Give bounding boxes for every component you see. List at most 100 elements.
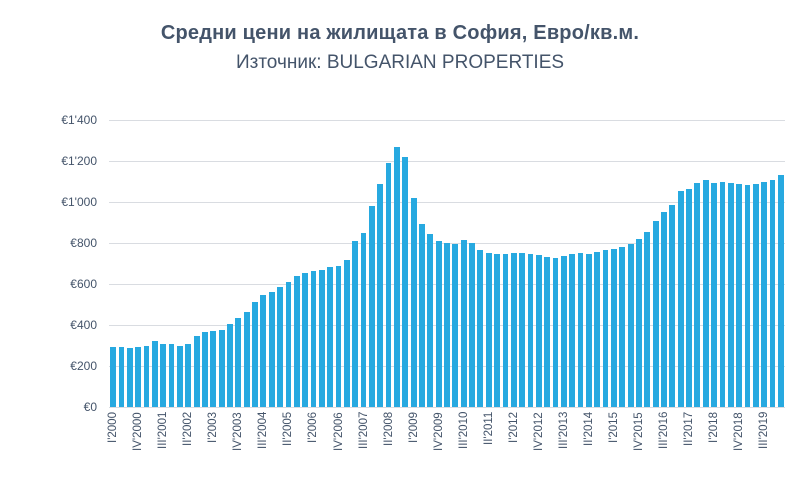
bar — [485, 253, 492, 407]
y-tick-label: €1'000 — [61, 195, 97, 209]
bar — [410, 197, 417, 407]
x-tick-label: II'2011 — [482, 412, 495, 446]
bar — [302, 272, 309, 407]
bar — [419, 223, 425, 407]
bar — [110, 346, 117, 407]
x-tick-label: I'2012 — [507, 412, 520, 443]
x-tick-label: IV'2006 — [332, 412, 345, 451]
bar — [385, 163, 392, 407]
bar — [602, 249, 609, 407]
x-tick-label: II'2002 — [182, 412, 195, 447]
bar — [135, 346, 142, 407]
bar — [661, 212, 667, 407]
bar — [719, 181, 726, 407]
bar — [777, 175, 784, 407]
gridline — [109, 242, 785, 244]
x-tick-label: III'2010 — [457, 412, 470, 450]
bar — [477, 250, 484, 407]
bar — [752, 183, 759, 407]
bar — [644, 231, 651, 407]
bar — [343, 260, 350, 407]
y-tick-label: €1'200 — [61, 154, 97, 168]
bar — [318, 270, 325, 407]
x-tick-label: I'2018 — [708, 412, 721, 443]
bar — [702, 180, 709, 407]
bar — [210, 330, 217, 407]
bar — [327, 267, 334, 407]
bar — [669, 205, 676, 407]
x-tick-label: III'2019 — [758, 412, 771, 450]
gridline — [109, 119, 785, 121]
bar — [636, 238, 642, 407]
bar — [569, 254, 576, 407]
bar — [377, 183, 384, 407]
chart-subtitle: Източник: BULGARIAN PROPERTIES — [235, 52, 565, 73]
x-tick-label: IV'2003 — [232, 412, 245, 451]
y-tick-label: €600 — [70, 277, 97, 291]
bar — [252, 301, 258, 407]
bar — [560, 255, 567, 407]
bar — [577, 253, 584, 407]
bar — [535, 255, 542, 407]
x-tick-label: III'2007 — [357, 412, 370, 450]
bar — [177, 345, 183, 407]
x-tick-label: III'2004 — [257, 412, 270, 450]
x-tick-label: II'2005 — [282, 412, 295, 447]
bar — [227, 323, 233, 407]
gridline — [109, 201, 785, 203]
bar — [360, 232, 367, 407]
y-tick-label: €400 — [70, 318, 97, 332]
bar — [711, 182, 717, 407]
bar — [352, 240, 359, 407]
bar — [293, 275, 300, 407]
bar — [277, 287, 283, 407]
bar — [736, 183, 742, 407]
bar — [260, 294, 267, 407]
bar — [335, 265, 342, 407]
bar — [519, 252, 525, 407]
bar — [694, 182, 701, 407]
x-tick-label: IV'2000 — [132, 412, 145, 451]
bar — [168, 344, 175, 407]
bar — [677, 190, 684, 407]
bar — [152, 340, 158, 407]
bar — [527, 254, 534, 407]
bar — [160, 344, 167, 407]
bar — [268, 291, 275, 407]
bar — [510, 253, 517, 407]
x-tick-label: II'2008 — [382, 412, 395, 447]
x-tick-label: III'2001 — [157, 412, 170, 450]
bar — [619, 247, 626, 407]
x-tick-label: I'2006 — [307, 412, 320, 443]
bar — [435, 241, 442, 407]
bar — [585, 253, 592, 407]
bar — [544, 257, 551, 407]
bar — [460, 240, 467, 407]
bar — [368, 206, 375, 407]
bar — [761, 181, 768, 407]
bar — [202, 331, 208, 407]
bar — [594, 251, 601, 407]
bar — [502, 254, 509, 407]
bar — [627, 243, 634, 407]
bar — [402, 156, 409, 407]
x-tick-label: IV'2012 — [532, 412, 545, 451]
x-tick-label: IV'2018 — [733, 412, 746, 451]
y-tick-label: €200 — [70, 359, 97, 373]
x-tick-label: III'2016 — [657, 412, 670, 450]
bar — [452, 244, 459, 407]
x-tick-label: II'2017 — [683, 412, 696, 447]
gridline — [109, 160, 785, 162]
x-tick-label: II'2014 — [582, 412, 595, 447]
gridline — [109, 406, 785, 408]
x-tick-label: I'2003 — [207, 412, 220, 443]
chart-title: Средни цени на жилищата в София, Евро/кв… — [160, 22, 640, 44]
bar — [686, 188, 692, 407]
bar — [143, 346, 150, 407]
x-tick-label: I'2000 — [107, 412, 120, 443]
bar — [727, 182, 734, 407]
bar — [611, 248, 617, 407]
bar — [243, 311, 250, 407]
